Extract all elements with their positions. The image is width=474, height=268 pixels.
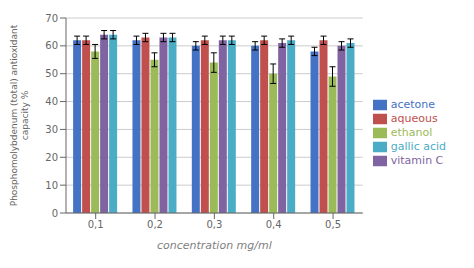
svg-text:concentration mg/ml: concentration mg/ml [157, 239, 272, 252]
html-text:acetone: acetone [390, 98, 436, 111]
svg-text:20: 20 [45, 152, 58, 163]
svg-text:0,2: 0,2 [147, 219, 163, 230]
svg-text:Phosphomolybdenum (total) anti: Phosphomolybdenum (total) antioxidantcap… [9, 24, 30, 206]
svg-text:0,5: 0,5 [325, 219, 341, 230]
svg-text:0,1: 0,1 [88, 219, 104, 230]
svg-text:30: 30 [45, 124, 58, 135]
svg-text:0,3: 0,3 [206, 219, 222, 230]
svg-text:60: 60 [45, 40, 58, 51]
html-text:gallic acid: gallic acid [390, 140, 446, 153]
svg-text:50: 50 [45, 68, 58, 79]
html-text:vitamin C: vitamin C [390, 154, 444, 167]
svg-text:0: 0 [52, 208, 58, 219]
html-text:ethanol: ethanol [390, 126, 433, 139]
svg-text:70: 70 [45, 13, 58, 24]
svg-text:0,4: 0,4 [266, 219, 282, 230]
html-text:aqueous: aqueous [390, 112, 438, 125]
svg-text:10: 10 [45, 180, 58, 191]
svg-text:40: 40 [45, 96, 58, 107]
